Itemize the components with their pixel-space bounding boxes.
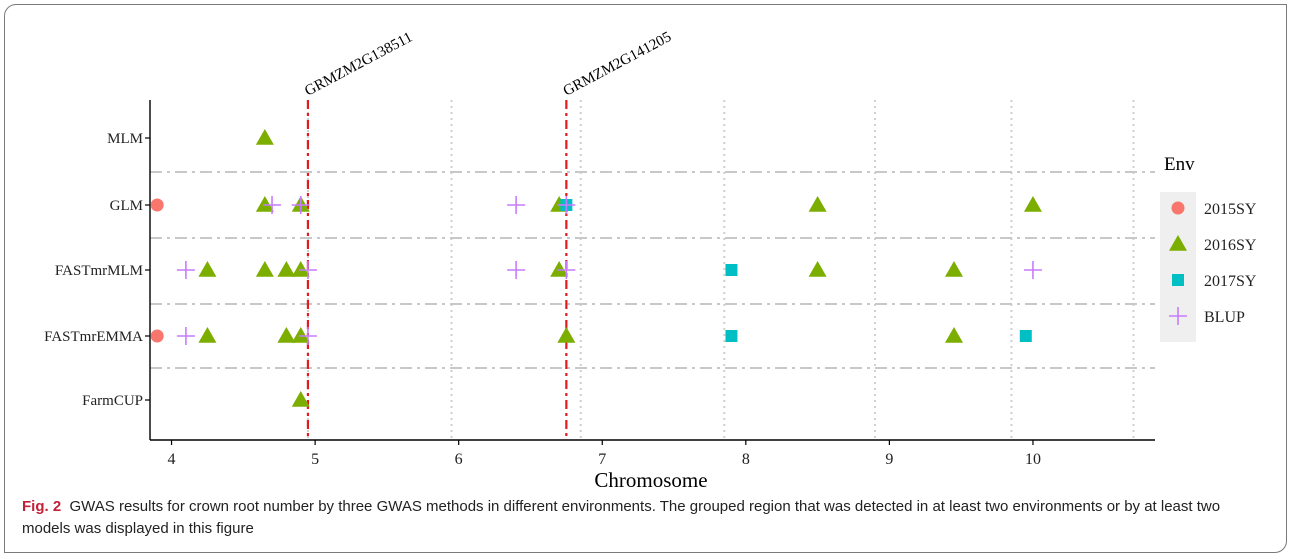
point-2016SY xyxy=(291,391,310,407)
point-2016SY xyxy=(945,261,963,277)
point-2016SY xyxy=(291,261,310,277)
x-tick-label: 5 xyxy=(311,451,319,468)
figure-caption: Fig. 2 GWAS results for crown root numbe… xyxy=(22,496,1262,540)
reference-lines: GRMZM2G138511 GRMZM2G141205 xyxy=(302,29,674,440)
point-2016SY xyxy=(277,327,296,343)
point-2016SY xyxy=(808,261,827,277)
point-2016SY xyxy=(1023,196,1042,212)
point-2017SY xyxy=(1019,330,1032,342)
x-tick-label: 10 xyxy=(1025,451,1041,468)
grid-lines xyxy=(150,100,1155,440)
point-2016SY xyxy=(808,196,827,212)
legend-label: 2017SY xyxy=(1204,273,1257,290)
point-BLUP xyxy=(1023,261,1042,279)
x-tick-label: 7 xyxy=(598,451,606,468)
point-2016SY xyxy=(291,327,310,343)
point-2016SY xyxy=(198,261,217,277)
point-BLUP xyxy=(176,261,195,279)
reference-line-label: GRMZM2G141205 xyxy=(561,29,674,99)
legend-key-2017SY xyxy=(1172,274,1184,286)
figure-frame xyxy=(4,4,1287,553)
point-2016SY xyxy=(198,327,217,343)
point-BLUP xyxy=(557,261,576,279)
x-tick-label: 4 xyxy=(168,451,176,468)
caption-label: Fig. 2 xyxy=(22,498,62,515)
axes xyxy=(145,100,1155,445)
caption-text: GWAS results for crown root number by th… xyxy=(22,498,1221,537)
legend-label: BLUP xyxy=(1204,309,1245,326)
y-tick-label: GLM xyxy=(110,198,143,214)
point-2016SY xyxy=(550,261,569,277)
reference-line-label: GRMZM2G138511 xyxy=(302,29,415,99)
point-BLUP xyxy=(298,327,317,345)
point-2017SY xyxy=(725,330,738,342)
x-tick-label: 6 xyxy=(455,451,463,468)
point-2016SY xyxy=(277,261,296,277)
legend: Env 2015SY 2016SY 2017SY BLUP xyxy=(1160,154,1257,342)
point-2016SY xyxy=(255,129,274,145)
point-2017SY xyxy=(725,264,738,276)
point-BLUP xyxy=(507,261,526,279)
y-tick-label: FarmCUP xyxy=(82,393,143,409)
data-points xyxy=(150,129,1042,407)
y-tick-label: FASTmrMLM xyxy=(55,263,143,279)
axis-labels: MLM GLM FASTmrMLM FASTmrEMMA FarmCUP 4 5 6 7 8 9 10 xyxy=(44,131,1041,468)
legend-label: 2016SY xyxy=(1204,237,1257,254)
point-BLUP xyxy=(291,196,310,214)
point-2016SY xyxy=(557,327,576,343)
point-BLUP xyxy=(557,196,576,214)
y-tick-label: FASTmrEMMA xyxy=(44,329,143,345)
point-2015SY xyxy=(150,198,164,212)
x-axis-title: Chromosome xyxy=(594,468,707,492)
legend-key-2016SY xyxy=(1169,235,1187,251)
point-BLUP xyxy=(263,196,282,214)
legend-title: Env xyxy=(1164,154,1195,175)
x-tick-label: 9 xyxy=(885,451,893,468)
legend-key-2015SY xyxy=(1171,201,1185,215)
x-tick-label: 8 xyxy=(742,451,750,468)
point-2016SY xyxy=(945,327,963,343)
y-tick-label: MLM xyxy=(107,131,143,147)
point-BLUP xyxy=(176,327,195,345)
point-BLUP xyxy=(298,261,317,279)
legend-label: 2015SY xyxy=(1204,201,1257,218)
point-2016SY xyxy=(255,261,274,277)
point-2016SY xyxy=(255,196,274,212)
point-BLUP xyxy=(507,196,526,214)
point-2015SY xyxy=(150,329,164,343)
legend-key-BLUP xyxy=(1169,307,1187,325)
